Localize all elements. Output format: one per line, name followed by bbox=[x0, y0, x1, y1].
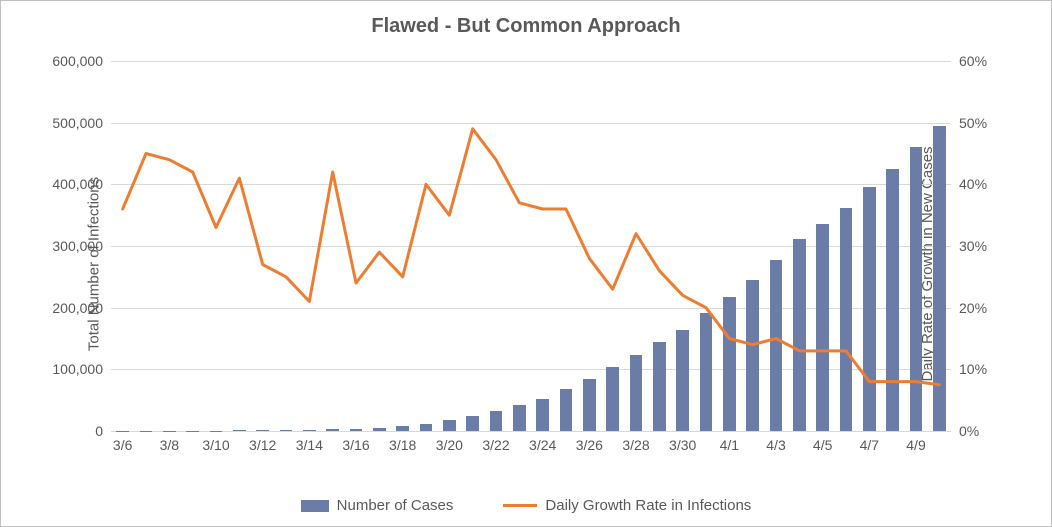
y-tick-right: 60% bbox=[959, 53, 987, 69]
y-tick-right: 20% bbox=[959, 300, 987, 316]
legend-label: Number of Cases bbox=[337, 497, 454, 514]
y-tick-left: 500,000 bbox=[52, 115, 103, 131]
legend-item: Number of Cases bbox=[301, 497, 454, 514]
legend-item: Daily Growth Rate in Infections bbox=[503, 497, 751, 514]
y-axis-left-label: Total Number of Infections bbox=[86, 176, 103, 350]
legend-swatch-bar bbox=[301, 500, 329, 512]
chart-title: Flawed - But Common Approach bbox=[1, 15, 1051, 38]
x-tick-label: 3/18 bbox=[389, 437, 416, 453]
x-tick-label: 4/5 bbox=[813, 437, 832, 453]
x-tick-label: 3/28 bbox=[622, 437, 649, 453]
y-tick-right: 40% bbox=[959, 176, 987, 192]
x-tick-label: 3/20 bbox=[436, 437, 463, 453]
x-tick-label: 3/12 bbox=[249, 437, 276, 453]
y-tick-left: 200,000 bbox=[52, 300, 103, 316]
legend-swatch-line bbox=[503, 504, 537, 507]
x-tick-label: 3/24 bbox=[529, 437, 556, 453]
y-tick-left: 400,000 bbox=[52, 176, 103, 192]
gridline bbox=[111, 431, 951, 432]
y-tick-left: 600,000 bbox=[52, 53, 103, 69]
y-tick-right: 30% bbox=[959, 238, 987, 254]
plot-area: 00%100,00010%200,00020%300,00030%400,000… bbox=[111, 61, 951, 431]
x-tick-label: 3/22 bbox=[482, 437, 509, 453]
y-tick-right: 10% bbox=[959, 361, 987, 377]
y-tick-left: 0 bbox=[95, 423, 103, 439]
y-tick-right: 0% bbox=[959, 423, 979, 439]
y-tick-left: 100,000 bbox=[52, 361, 103, 377]
x-tick-label: 3/26 bbox=[576, 437, 603, 453]
x-tick-label: 4/7 bbox=[860, 437, 879, 453]
y-tick-left: 300,000 bbox=[52, 238, 103, 254]
x-tick-label: 3/16 bbox=[342, 437, 369, 453]
x-tick-label: 3/30 bbox=[669, 437, 696, 453]
legend-label: Daily Growth Rate in Infections bbox=[545, 497, 751, 514]
growth-rate-line bbox=[123, 129, 940, 385]
x-tick-label: 4/1 bbox=[720, 437, 739, 453]
y-tick-right: 50% bbox=[959, 115, 987, 131]
x-tick-label: 3/10 bbox=[202, 437, 229, 453]
x-tick-label: 3/14 bbox=[296, 437, 323, 453]
legend: Number of Cases Daily Growth Rate in Infe… bbox=[1, 497, 1051, 514]
line-layer bbox=[111, 61, 951, 431]
chart-container: Flawed - But Common Approach Total Numbe… bbox=[0, 0, 1052, 527]
x-tick-label: 3/6 bbox=[113, 437, 132, 453]
x-tick-label: 4/3 bbox=[766, 437, 785, 453]
x-tick-label: 3/8 bbox=[160, 437, 179, 453]
x-tick-label: 4/9 bbox=[906, 437, 925, 453]
